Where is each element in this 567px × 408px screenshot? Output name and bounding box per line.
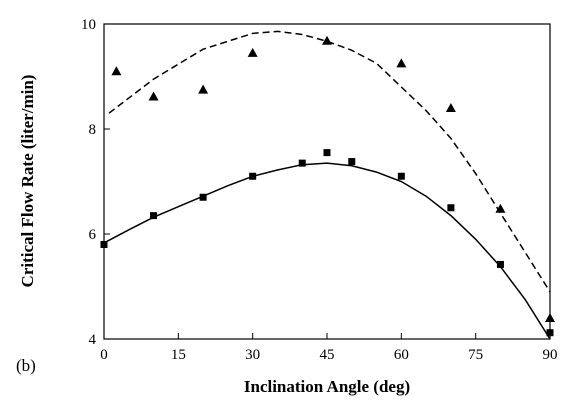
square-point: [150, 212, 158, 220]
x-tick-label: 45: [320, 347, 335, 363]
x-tick-label: 60: [394, 347, 409, 363]
square-point: [199, 193, 207, 201]
y-tick-label: 10: [81, 17, 96, 33]
curves: [103, 30, 551, 340]
plot-frame: [103, 23, 551, 340]
triangle-point: [396, 58, 407, 68]
x-tick-label: 0: [100, 347, 108, 363]
triangle-point: [322, 35, 332, 45]
y-tick-label: 4: [89, 332, 97, 348]
square-point: [100, 241, 108, 248]
triangle-point: [247, 47, 258, 57]
square-point: [447, 204, 455, 212]
x-axis-label: Inclination Angle (deg): [244, 377, 410, 396]
ticks: 0 15 30 45 60 75 90 4 6 8 10: [81, 17, 558, 363]
triangle-point: [148, 91, 159, 101]
square-point: [496, 260, 504, 268]
square-point: [298, 159, 306, 167]
solid-fit-curve: [103, 162, 551, 340]
x-tick-label: 90: [543, 347, 558, 363]
triangle-point: [495, 203, 506, 213]
x-tick-label: 75: [468, 347, 483, 363]
y-tick-label: 6: [89, 227, 97, 243]
square-point: [348, 158, 356, 166]
panel-label: (b): [16, 356, 36, 375]
markers: [100, 35, 555, 337]
triangle-point: [445, 103, 456, 112]
triangle-point: [198, 84, 209, 94]
square-point: [323, 149, 331, 157]
triangle-point: [545, 313, 555, 322]
square-point: [546, 329, 554, 337]
square-point: [397, 172, 405, 180]
x-tick-label: 30: [245, 347, 260, 363]
y-axis-label: Critical Flow Rate (liter/min): [18, 75, 37, 288]
x-tick-label: 15: [171, 347, 186, 363]
square-point: [249, 172, 257, 180]
dashed-fit-curve: [108, 30, 551, 293]
y-tick-label: 8: [89, 122, 97, 138]
triangle-point: [111, 66, 122, 76]
